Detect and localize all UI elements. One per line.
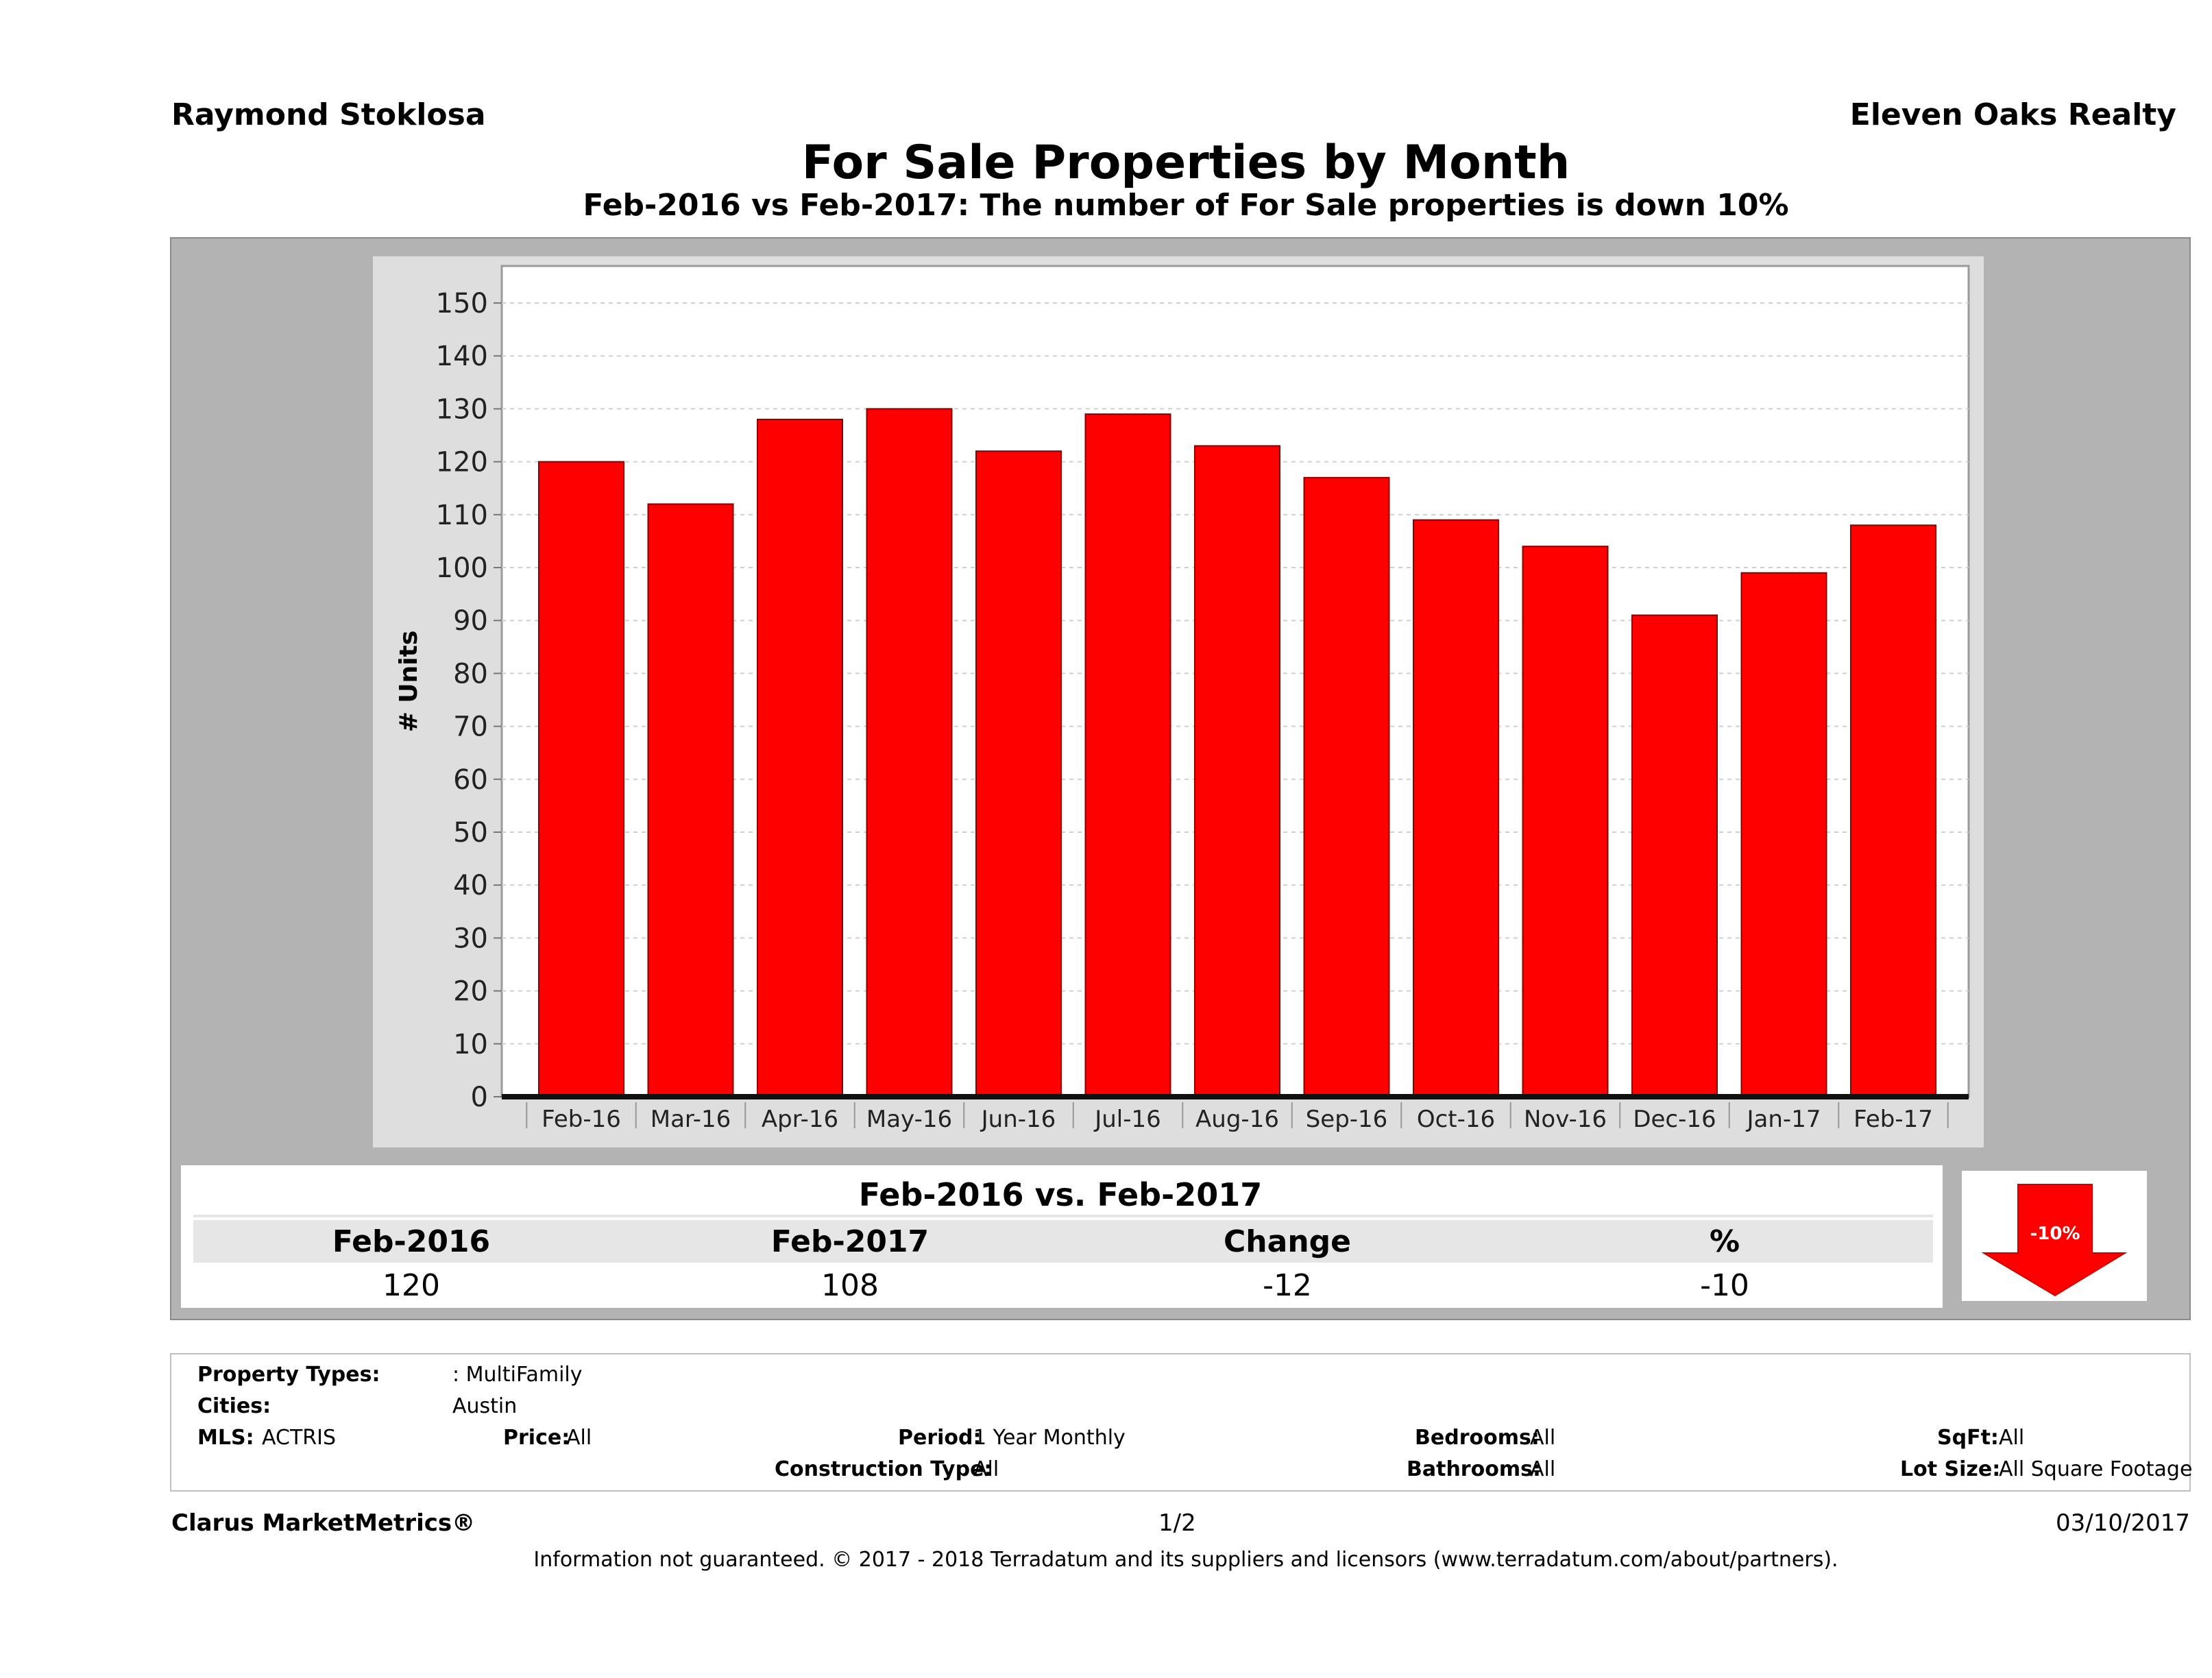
bar: [538, 461, 624, 1098]
summary-value-row: [193, 1265, 1933, 1304]
down-arrow-icon: [1981, 1184, 2128, 1297]
summary-header-change: Change: [1224, 1224, 1351, 1259]
sqft-label: SqFt:: [1937, 1426, 1999, 1450]
mls-value: ACTRIS: [262, 1426, 337, 1450]
y-tick-label: 0: [471, 1082, 488, 1113]
y-tick-label: 130: [436, 393, 488, 425]
y-tick-label: 150: [436, 288, 488, 319]
chart-subtitle: Feb-2016 vs Feb-2017: The number of For …: [583, 188, 1789, 223]
construction-type-label: Construction Type:: [775, 1457, 993, 1481]
x-tick-label: Jan-17: [1746, 1106, 1821, 1133]
price-value: All: [566, 1426, 592, 1450]
y-tick-label: 30: [453, 923, 488, 954]
construction-type-value: All: [973, 1457, 999, 1481]
y-tick-label: 100: [436, 552, 488, 584]
y-tick-label: 60: [453, 764, 488, 796]
y-tick-label: 90: [453, 605, 488, 637]
x-tick-label: Feb-17: [1854, 1106, 1933, 1133]
y-tick-label: 120: [436, 447, 488, 478]
summary-header-feb-2017: Feb-2017: [770, 1224, 929, 1259]
x-tick-label: Sep-16: [1306, 1106, 1388, 1133]
x-tick-label: Apr-16: [762, 1106, 838, 1133]
bar: [757, 418, 843, 1097]
chart-panel: 0 10 20 30 40 50 60 70 80 90 100 110 120 130 140 150 # U…: [373, 256, 1984, 1147]
y-axis-label: # Units: [395, 631, 423, 733]
footer-brand: Clarus MarketMetrics®: [171, 1509, 476, 1537]
x-tick-label: Dec-16: [1633, 1106, 1716, 1133]
criteria-box: [170, 1353, 2191, 1492]
x-tick-label: Nov-16: [1524, 1106, 1607, 1133]
x-tick-label: May-16: [866, 1106, 952, 1133]
x-tick-label: Mar-16: [651, 1106, 731, 1133]
summary-header-row: [193, 1220, 1933, 1263]
bar: [866, 408, 953, 1098]
agent-name: Raymond Stoklosa: [171, 97, 486, 132]
summary-value-change: -12: [1263, 1268, 1312, 1303]
disclaimer: Information not guaranteed. © 2017 - 201…: [533, 1548, 1838, 1572]
x-tick-label: Aug-16: [1195, 1106, 1279, 1133]
y-tick-label: 70: [453, 712, 488, 743]
bar: [1194, 445, 1280, 1098]
x-tick-label: Feb-16: [542, 1106, 621, 1133]
summary-value-feb-2017: 108: [821, 1268, 879, 1303]
bar: [975, 450, 1062, 1097]
bar: [1413, 519, 1499, 1097]
lot-size-value: All Square Footage: [1999, 1457, 2193, 1481]
bar: [1631, 614, 1718, 1097]
summary-header-feb-2016: Feb-2016: [332, 1224, 491, 1259]
mls-label: MLS:: [197, 1426, 254, 1450]
x-tick-label: Oct-16: [1417, 1106, 1495, 1133]
x-tick-label: Jul-16: [1093, 1106, 1161, 1133]
y-tick-label: 40: [453, 870, 488, 901]
period-value: 1 Year Monthly: [973, 1426, 1126, 1450]
summary-value-feb-2016: 120: [382, 1268, 440, 1303]
summary-value-percent: -10: [1700, 1268, 1749, 1303]
y-tick-label: 140: [436, 341, 488, 372]
cities-value: Austin: [452, 1394, 518, 1418]
price-label: Price:: [503, 1426, 570, 1450]
sqft-value: All: [1999, 1426, 2025, 1450]
period-label: Period:: [898, 1426, 982, 1450]
property-types-value: : MultiFamily: [452, 1363, 583, 1387]
y-tick-label: 50: [453, 817, 488, 849]
bedrooms-label: Bedrooms:: [1415, 1426, 1540, 1450]
summary-header-percent: %: [1709, 1224, 1740, 1259]
bar: [1303, 476, 1390, 1097]
property-types-label: Property Types:: [197, 1363, 380, 1387]
bar: [1740, 572, 1827, 1097]
brokerage-name: Eleven Oaks Realty: [1849, 97, 2176, 132]
page-number: 1/2: [1158, 1509, 1196, 1537]
x-tick-label: Jun-16: [980, 1106, 1056, 1133]
cities-label: Cities:: [197, 1394, 271, 1418]
y-tick-label: 20: [453, 976, 488, 1008]
bathrooms-label: Bathrooms:: [1407, 1457, 1541, 1481]
badge-percent: -10%: [2030, 1224, 2080, 1244]
bar: [1850, 524, 1936, 1097]
bathrooms-value: All: [1530, 1457, 1556, 1481]
change-badge: -10%: [1962, 1171, 2147, 1301]
lot-size-label: Lot Size:: [1900, 1457, 2001, 1481]
bar-chart: 0 10 20 30 40 50 60 70 80 90 100 110 120 130 140 150 # U…: [395, 265, 1970, 1133]
y-tick-label: 80: [453, 658, 488, 690]
bedrooms-value: All: [1530, 1426, 1556, 1450]
y-tick-label: 110: [436, 500, 488, 531]
bar: [647, 503, 734, 1097]
report-date: 03/10/2017: [2056, 1509, 2190, 1537]
bar: [1522, 546, 1609, 1097]
bar: [1084, 413, 1171, 1097]
summary-title-bar: [193, 1172, 1933, 1217]
y-tick-label: 10: [453, 1029, 488, 1060]
summary-title: Feb-2016 vs. Feb-2017: [858, 1176, 1263, 1213]
chart-title: For Sale Properties by Month: [801, 136, 1570, 190]
